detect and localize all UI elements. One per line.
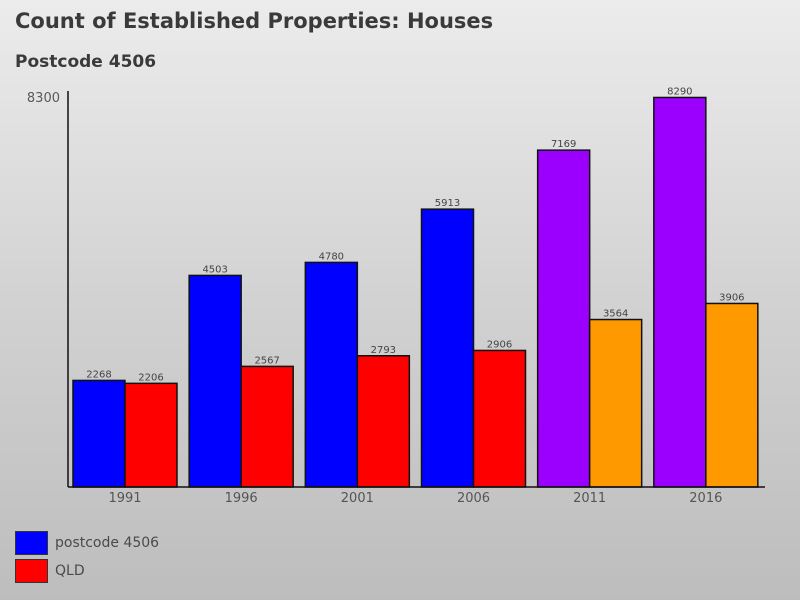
bar-postcode-1991: [72, 379, 126, 488]
data-label-postcode-1996: 4503: [202, 264, 227, 275]
legend-item-qld: QLD: [15, 558, 159, 584]
bar-postcode-2001: [304, 261, 359, 488]
legend: postcode 4506 QLD: [15, 530, 159, 586]
data-label-qld-2001: 2793: [371, 345, 396, 356]
x-tick-label-2011: 2011: [573, 491, 606, 506]
data-label-qld-2006: 2906: [487, 339, 512, 350]
bar-qld-2011: [588, 318, 643, 488]
bar-postcode-2006: [420, 208, 475, 488]
data-label-qld-2016: 3906: [719, 292, 744, 303]
legend-swatch-postcode: [15, 531, 48, 555]
bar-qld-2001: [356, 355, 411, 488]
data-label-postcode-2011: 7169: [551, 139, 576, 150]
data-label-qld-1996: 2567: [254, 355, 279, 366]
bar-qld-1991: [124, 382, 178, 488]
bar-postcode-2016: [653, 96, 707, 488]
x-tick-label-1991: 1991: [108, 491, 141, 506]
bar-postcode-1996: [188, 274, 242, 488]
bar-qld-1996: [240, 365, 294, 488]
x-tick-label-2001: 2001: [341, 491, 374, 506]
legend-swatch-qld: [15, 559, 48, 583]
bar-postcode-2011: [536, 149, 591, 488]
y-axis-max-label: 8300: [27, 91, 60, 106]
data-label-postcode-1991: 2268: [86, 369, 111, 380]
x-tick-label-2016: 2016: [689, 491, 722, 506]
data-label-postcode-2006: 5913: [435, 198, 460, 209]
legend-label-postcode: postcode 4506: [55, 535, 160, 551]
legend-label-qld: QLD: [55, 563, 85, 579]
data-label-qld-1991: 2206: [138, 372, 163, 383]
data-label-postcode-2001: 4780: [319, 251, 344, 262]
chart-title: Count of Established Properties: Houses: [15, 9, 494, 33]
data-label-qld-2011: 3564: [603, 309, 628, 320]
x-tick-label-2006: 2006: [457, 491, 490, 506]
bar-qld-2006: [472, 349, 527, 488]
bar-qld-2016: [705, 302, 759, 488]
data-label-postcode-2016: 8290: [667, 86, 692, 97]
legend-item-postcode: postcode 4506: [15, 530, 159, 556]
chart-subtitle: Postcode 4506: [15, 52, 157, 72]
x-tick-label-1996: 1996: [225, 491, 258, 506]
